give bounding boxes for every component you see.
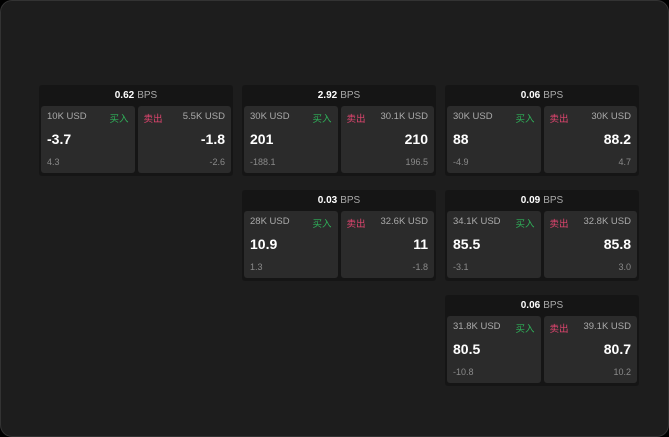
- spread-value: 0.03: [317, 195, 338, 206]
- ask-change: 3.0: [618, 262, 631, 272]
- bid-size: 31.8K USD: [453, 321, 501, 332]
- spread-value: 0.62: [114, 90, 135, 101]
- spread-header: 0.03 BPS: [242, 190, 436, 211]
- sell-button[interactable]: 卖出 39.1K USD 80.7 10.2: [543, 316, 637, 383]
- bid-size: 34.1K USD: [453, 216, 501, 227]
- spread-unit: BPS: [543, 195, 564, 206]
- bid-price: 10.9: [250, 236, 278, 252]
- sell-label: 卖出: [346, 114, 366, 125]
- bid-price: 201: [250, 131, 274, 147]
- buy-label: 买入: [109, 114, 129, 125]
- bid-change: -10.8: [453, 367, 474, 377]
- spread-unit: BPS: [340, 195, 361, 206]
- buy-label: 买入: [515, 324, 535, 335]
- sell-button[interactable]: 卖出 30K USD 88.2 4.7: [543, 106, 637, 173]
- sell-button[interactable]: 卖出 32.8K USD 85.8 3.0: [543, 211, 637, 278]
- sell-button[interactable]: 卖出 5.5K USD -1.8 -2.6: [137, 106, 231, 173]
- buy-label: 买入: [515, 114, 535, 125]
- bid-price: 85.5: [453, 236, 481, 252]
- spread-header: 0.06 BPS: [445, 295, 639, 316]
- sell-button[interactable]: 卖出 30.1K USD 210 196.5: [340, 106, 434, 173]
- ask-size: 39.1K USD: [583, 321, 631, 332]
- buy-button[interactable]: 10K USD 买入 -3.7 4.3: [41, 106, 135, 173]
- ask-change: -1.8: [412, 262, 428, 272]
- buy-label: 买入: [312, 219, 332, 230]
- ask-price: 11: [413, 236, 428, 252]
- quote-card: 0.06 BPS 31.8K USD 买入 80.5 -10.8 卖出 39.1K U…: [445, 295, 639, 386]
- spread-header: 0.06 BPS: [445, 85, 639, 106]
- bid-size: 30K USD: [453, 111, 493, 122]
- quote-card: 0.03 BPS 28K USD 买入 10.9 1.3 卖出 32.6K USD 1…: [242, 190, 436, 281]
- bid-size: 10K USD: [47, 111, 87, 122]
- sell-label: 卖出: [549, 324, 569, 335]
- spread-unit: BPS: [543, 300, 564, 311]
- spread-value: 0.06: [520, 300, 541, 311]
- buy-button[interactable]: 30K USD 买入 88 -4.9: [447, 106, 541, 173]
- bid-price: 80.5: [453, 341, 481, 357]
- ask-change: -2.6: [209, 157, 225, 167]
- spread-value: 0.06: [520, 90, 541, 101]
- spread-value: 2.92: [317, 90, 338, 101]
- buy-button[interactable]: 31.8K USD 买入 80.5 -10.8: [447, 316, 541, 383]
- buy-label: 买入: [515, 219, 535, 230]
- buy-button[interactable]: 34.1K USD 买入 85.5 -3.1: [447, 211, 541, 278]
- bid-size: 30K USD: [250, 111, 290, 122]
- buy-button[interactable]: 28K USD 买入 10.9 1.3: [244, 211, 338, 278]
- quote-card: 2.92 BPS 30K USD 买入 201 -188.1 卖出 30.1K USD…: [242, 85, 436, 176]
- quote-card: 0.62 BPS 10K USD 买入 -3.7 4.3 卖出 5.5K USD -1…: [39, 85, 233, 176]
- spread-unit: BPS: [340, 90, 361, 101]
- ask-price: -1.8: [200, 131, 225, 147]
- spread-header: 0.62 BPS: [39, 85, 233, 106]
- ask-change: 196.5: [405, 157, 428, 167]
- ask-price: 85.8: [603, 236, 631, 252]
- bid-change: -188.1: [250, 157, 276, 167]
- bid-price: -3.7: [47, 131, 72, 147]
- bid-size: 28K USD: [250, 216, 290, 227]
- quote-card: 0.06 BPS 30K USD 买入 88 -4.9 卖出 30K USD 88.2…: [445, 85, 639, 176]
- spread-value: 0.09: [520, 195, 541, 206]
- ask-change: 4.7: [618, 157, 631, 167]
- buy-button[interactable]: 30K USD 买入 201 -188.1: [244, 106, 338, 173]
- ask-size: 32.8K USD: [583, 216, 631, 227]
- ask-price: 88.2: [603, 131, 631, 147]
- sell-label: 卖出: [346, 219, 366, 230]
- ask-size: 30.1K USD: [380, 111, 428, 122]
- quote-card: 0.09 BPS 34.1K USD 买入 85.5 -3.1 卖出 32.8K US…: [445, 190, 639, 281]
- spread-header: 2.92 BPS: [242, 85, 436, 106]
- ask-price: 80.7: [603, 341, 631, 357]
- buy-label: 买入: [312, 114, 332, 125]
- bid-change: -3.1: [453, 262, 469, 272]
- spread-unit: BPS: [543, 90, 564, 101]
- ask-size: 5.5K USD: [182, 111, 225, 122]
- sell-label: 卖出: [549, 114, 569, 125]
- ask-size: 32.6K USD: [380, 216, 428, 227]
- ask-size: 30K USD: [591, 111, 631, 122]
- bid-price: 88: [453, 131, 469, 147]
- ask-change: 10.2: [613, 367, 631, 377]
- bid-change: 1.3: [250, 262, 263, 272]
- bid-change: 4.3: [47, 157, 60, 167]
- sell-button[interactable]: 卖出 32.6K USD 11 -1.8: [340, 211, 434, 278]
- sell-label: 卖出: [549, 219, 569, 230]
- bid-change: -4.9: [453, 157, 469, 167]
- spread-unit: BPS: [137, 90, 158, 101]
- ask-price: 210: [404, 131, 428, 147]
- spread-header: 0.09 BPS: [445, 190, 639, 211]
- sell-label: 卖出: [143, 114, 163, 125]
